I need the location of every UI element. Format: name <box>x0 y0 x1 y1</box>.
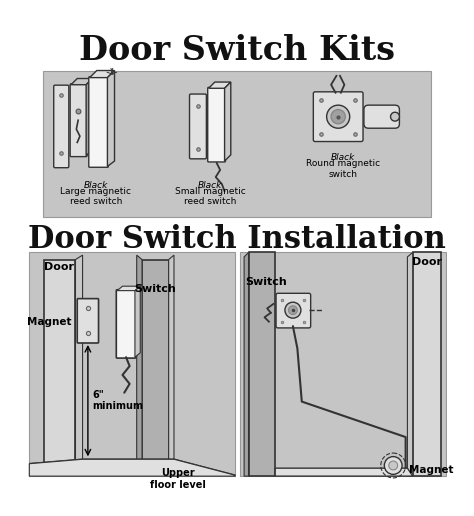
Circle shape <box>331 109 345 124</box>
Polygon shape <box>117 286 140 291</box>
Text: Magnet: Magnet <box>27 317 71 327</box>
FancyBboxPatch shape <box>77 299 99 343</box>
Polygon shape <box>90 71 115 77</box>
Text: Upper
floor level: Upper floor level <box>150 468 205 490</box>
Text: Round magnetic
switch: Round magnetic switch <box>306 159 380 179</box>
Text: Black: Black <box>330 153 355 162</box>
Text: Large magnetic
reed switch: Large magnetic reed switch <box>60 187 131 206</box>
Bar <box>413 252 441 476</box>
Circle shape <box>391 112 400 121</box>
Bar <box>248 252 275 476</box>
Polygon shape <box>108 71 115 166</box>
Circle shape <box>389 461 398 470</box>
Text: Door: Door <box>45 262 74 272</box>
Text: Switch: Switch <box>135 283 176 294</box>
Bar <box>142 260 169 464</box>
Polygon shape <box>137 255 142 464</box>
Polygon shape <box>408 252 413 476</box>
Circle shape <box>285 302 301 318</box>
Text: Black: Black <box>84 181 108 189</box>
Polygon shape <box>71 78 92 85</box>
Bar <box>45 260 75 464</box>
FancyBboxPatch shape <box>70 84 87 157</box>
Polygon shape <box>209 82 231 88</box>
Polygon shape <box>244 252 248 476</box>
Circle shape <box>384 457 402 474</box>
FancyBboxPatch shape <box>208 87 226 162</box>
FancyBboxPatch shape <box>116 290 136 358</box>
Polygon shape <box>29 459 235 476</box>
Text: Door: Door <box>412 257 442 267</box>
Text: 6"
minimum: 6" minimum <box>92 390 143 411</box>
Circle shape <box>289 305 297 315</box>
FancyBboxPatch shape <box>313 92 363 141</box>
Text: Switch: Switch <box>246 277 287 287</box>
FancyBboxPatch shape <box>276 293 310 328</box>
FancyBboxPatch shape <box>364 105 400 128</box>
Polygon shape <box>75 255 82 464</box>
Text: Black: Black <box>198 181 223 189</box>
Bar <box>29 252 235 476</box>
Bar <box>240 252 446 476</box>
FancyBboxPatch shape <box>89 77 108 167</box>
Circle shape <box>327 105 350 128</box>
Bar <box>43 71 431 217</box>
FancyBboxPatch shape <box>190 94 206 159</box>
Text: Door Switch Installation: Door Switch Installation <box>28 223 446 255</box>
Polygon shape <box>275 468 413 476</box>
Polygon shape <box>169 255 174 464</box>
Polygon shape <box>135 286 140 357</box>
FancyBboxPatch shape <box>54 85 69 168</box>
Text: Small magnetic
reed switch: Small magnetic reed switch <box>175 187 246 206</box>
Polygon shape <box>225 82 231 161</box>
Text: Door Switch Kits: Door Switch Kits <box>79 35 395 68</box>
Text: Magnet: Magnet <box>409 465 454 475</box>
Polygon shape <box>86 78 92 156</box>
